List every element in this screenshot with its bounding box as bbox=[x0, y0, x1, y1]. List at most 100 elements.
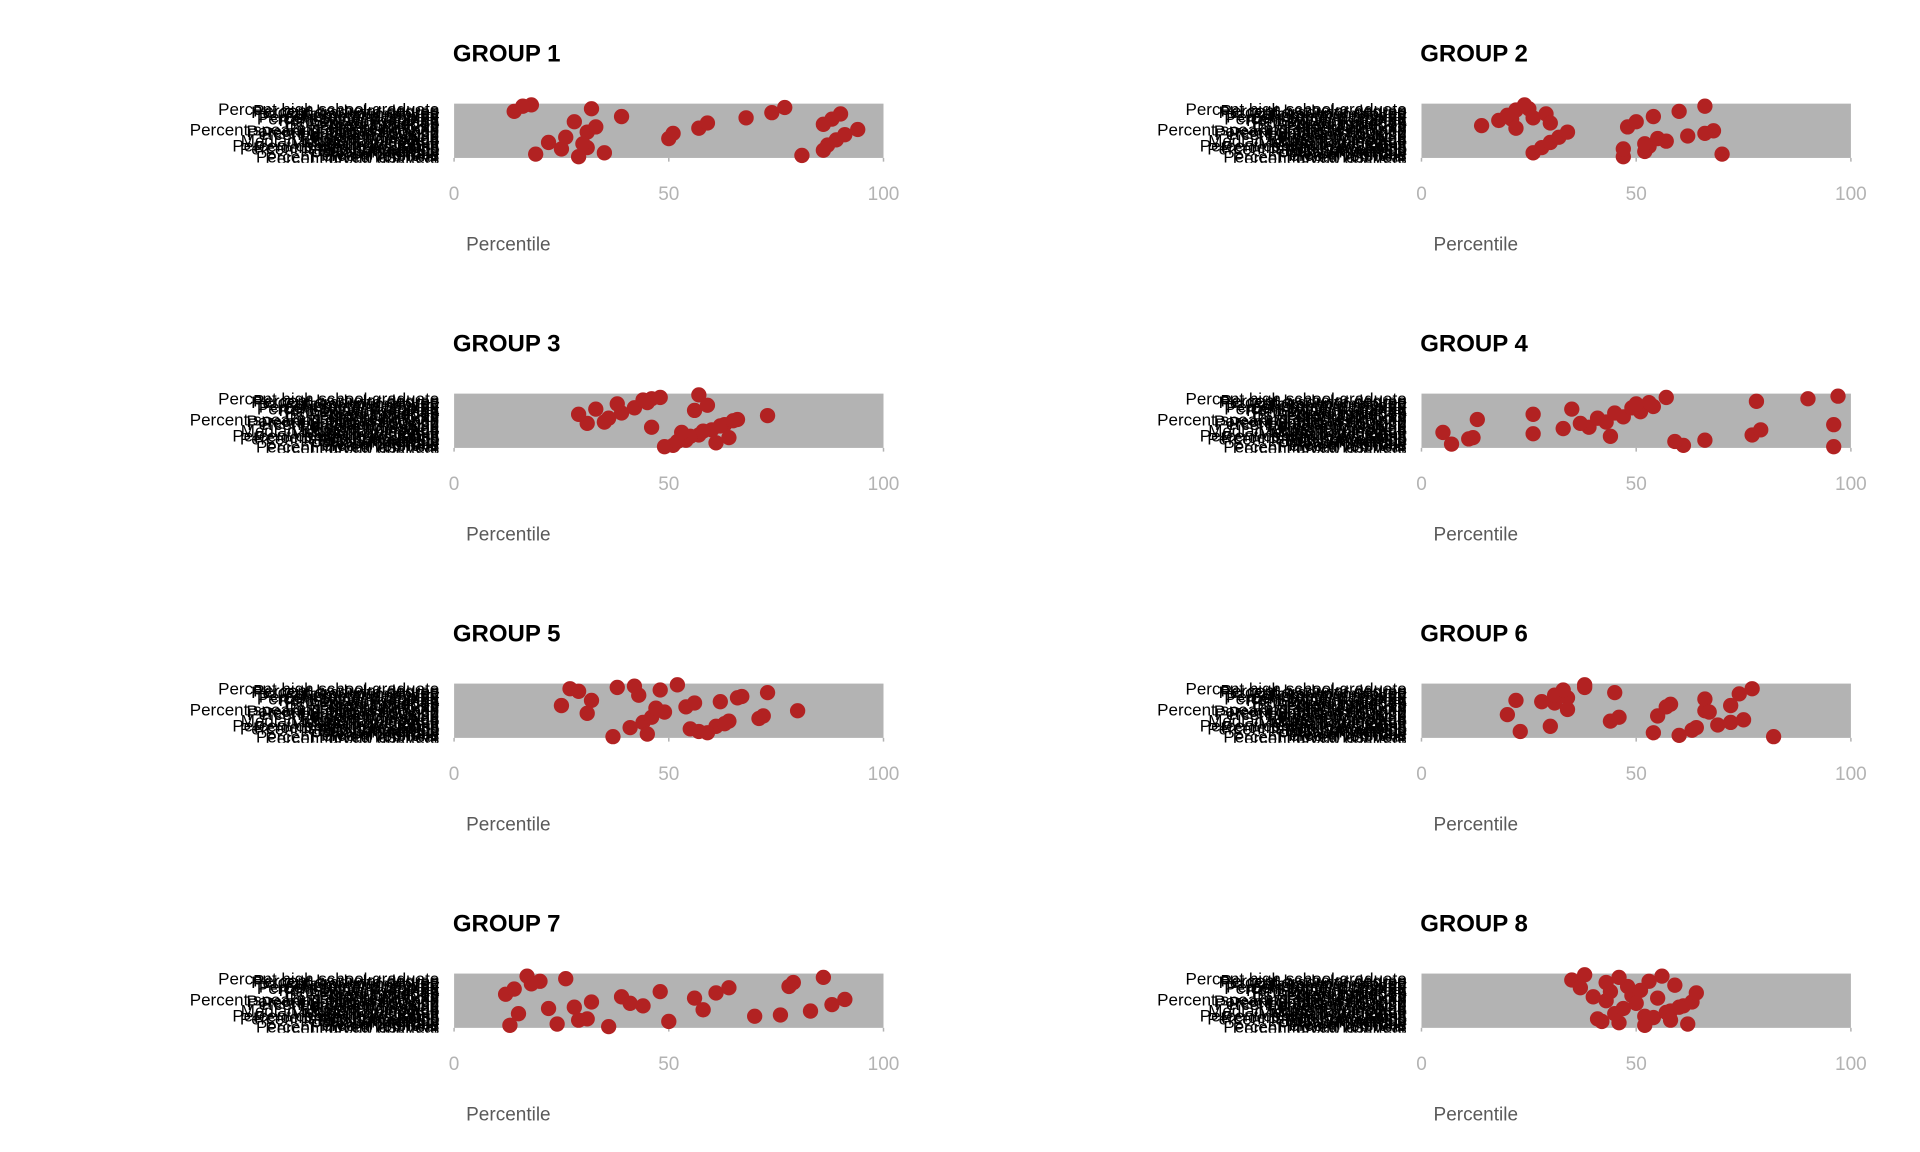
y-tick-label: Percent minority bbox=[316, 697, 439, 716]
data-point bbox=[764, 105, 780, 121]
data-point bbox=[1748, 393, 1765, 409]
data-point bbox=[712, 418, 728, 434]
y-tick-label: Percent work from home bbox=[1221, 1008, 1406, 1027]
x-tick-label: 0 bbox=[449, 184, 460, 205]
data-point bbox=[1469, 411, 1485, 428]
y-tick-label: Percent commute by transit bbox=[1200, 426, 1407, 445]
data-point bbox=[1607, 684, 1623, 701]
y-tick-label: Percent single parent bbox=[1246, 981, 1407, 1000]
y-tick-label: Median household income bbox=[241, 422, 439, 441]
y-tick-label: Percent high school graduate bbox=[1186, 680, 1407, 699]
y-tick-label: Percent minority bbox=[1284, 697, 1407, 716]
x-tick-label: 100 bbox=[868, 184, 900, 205]
y-tick-label: Percent female bbox=[325, 434, 439, 453]
data-point bbox=[1710, 717, 1726, 733]
y-tick-label: Median home value bbox=[291, 1003, 439, 1022]
data-point bbox=[669, 677, 686, 693]
y-tick-label: Median household income bbox=[241, 712, 439, 731]
y-tick-label: Percent in poverty bbox=[302, 686, 440, 705]
y-tick-label: Percent owner occupied bbox=[1224, 689, 1406, 708]
y-tick-label: Percent graduate degree bbox=[1219, 973, 1407, 992]
data-points bbox=[1564, 967, 1704, 1033]
y-tick-label: Percent over 65 bbox=[1287, 694, 1407, 713]
y-tick-label: Percent group quarters bbox=[1233, 1019, 1407, 1038]
y-tick-label: Median gross rent bbox=[303, 135, 439, 154]
data-point bbox=[613, 108, 630, 125]
data-point bbox=[1602, 428, 1619, 444]
x-tick-label: 50 bbox=[1626, 184, 1647, 205]
x-axis-label: Percentile bbox=[1434, 234, 1519, 255]
y-tick-label: Median home value bbox=[1258, 133, 1406, 152]
data-point bbox=[1615, 141, 1631, 157]
y-tick-label: Percent high school graduate bbox=[218, 970, 439, 989]
y-tick-label: Percent minority bbox=[1284, 117, 1407, 136]
data-point bbox=[708, 435, 724, 451]
y-tick-label: Percent high school graduate bbox=[1186, 100, 1407, 119]
panel-title: GROUP 4 bbox=[1420, 331, 1528, 358]
data-point bbox=[1701, 704, 1717, 720]
y-tick-label: Median gross rent bbox=[303, 1005, 439, 1024]
y-tick-label: Percent group quarters bbox=[265, 1019, 439, 1038]
y-tick-label: Percent work from home bbox=[254, 138, 439, 157]
y-tick-label: Percent working age bbox=[284, 402, 439, 421]
data-point bbox=[1559, 701, 1576, 718]
y-tick-label: Percent uninsured bbox=[1269, 1000, 1407, 1019]
y-tick-label: Percent family households bbox=[240, 140, 439, 159]
y-tick-label: Percent speaking other language bbox=[1157, 120, 1407, 139]
y-tick-label: Percent high school graduate bbox=[218, 390, 439, 409]
y-tick-label: Percent bachelor degree bbox=[253, 391, 439, 410]
y-tick-label: Percent uninsured bbox=[1269, 130, 1407, 149]
y-tick-label: Percent group quarters bbox=[265, 149, 439, 168]
y-tick-label: Percent unemployed bbox=[283, 105, 439, 124]
data-point bbox=[1628, 396, 1644, 412]
y-tick-label: Percent over 65 bbox=[319, 114, 439, 133]
y-tick-label: Percent minority bbox=[1284, 987, 1407, 1006]
y-tick-label: Percent bachelor degree bbox=[1220, 391, 1406, 410]
data-point bbox=[1443, 436, 1460, 452]
data-point bbox=[1723, 714, 1739, 731]
y-tick-label: Median home value bbox=[291, 133, 439, 152]
data-point bbox=[699, 115, 716, 131]
data-point bbox=[850, 121, 866, 138]
y-tick-label: Percent high school graduate bbox=[1186, 390, 1407, 409]
data-point bbox=[1697, 432, 1713, 448]
x-axis-label: Percentile bbox=[1434, 814, 1519, 835]
data-point bbox=[1508, 120, 1524, 136]
data-point bbox=[558, 971, 574, 987]
y-tick-label: Percent foreign born bbox=[285, 989, 439, 1008]
y-tick-label: Percent over 65 bbox=[319, 404, 439, 423]
y-tick-label: Percent crowded housing bbox=[247, 705, 439, 724]
x-tick-label: 50 bbox=[1626, 1054, 1647, 1075]
y-tick-label: Population density bbox=[300, 143, 439, 162]
y-tick-label: Median home value bbox=[1258, 1003, 1406, 1022]
data-point bbox=[777, 99, 793, 116]
data-point bbox=[1667, 433, 1683, 450]
data-point bbox=[1697, 125, 1713, 142]
y-tick-label: Percent moved last year bbox=[256, 148, 440, 167]
x-tick-label: 50 bbox=[1626, 764, 1647, 785]
y-tick-label: Percent female bbox=[1292, 144, 1406, 163]
data-point bbox=[686, 990, 703, 1006]
data-point bbox=[1697, 98, 1713, 114]
y-tick-label: Percent disabled bbox=[313, 708, 440, 727]
y-tick-label: Percent single parent bbox=[1246, 691, 1407, 710]
data-point bbox=[747, 1008, 763, 1024]
y-tick-label: Percent working age bbox=[284, 692, 439, 711]
data-point bbox=[1435, 424, 1451, 441]
y-tick-label: Percent commute by transit bbox=[232, 716, 439, 735]
y-tick-label: Percent single parent bbox=[1246, 111, 1407, 130]
x-tick-label: 100 bbox=[1835, 474, 1867, 495]
y-tick-label: Median home value bbox=[1258, 713, 1406, 732]
y-tick-label: Percent owner occupied bbox=[257, 689, 439, 708]
y-tick-label: Percent veterans bbox=[311, 146, 440, 165]
data-point bbox=[1637, 1017, 1653, 1033]
data-point bbox=[652, 682, 668, 698]
data-point bbox=[1800, 391, 1816, 407]
panel-title: GROUP 5 bbox=[453, 621, 561, 648]
y-tick-label: Percent under 18 bbox=[1276, 986, 1406, 1005]
y-tick-label: Percent foreign born bbox=[285, 409, 439, 428]
data-point bbox=[686, 695, 703, 711]
